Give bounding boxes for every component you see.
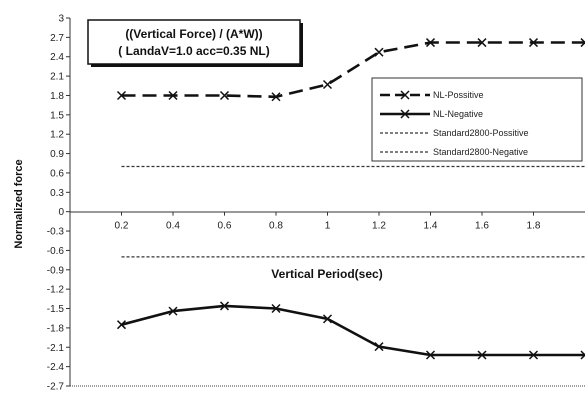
- data-point-marker: [528, 38, 539, 48]
- data-point-marker: [374, 342, 384, 352]
- y-tick-label: 0.3: [50, 188, 64, 199]
- x-ticks: 0.2 0.4 0.6 0.8 1 1.2 1.4 1.6 1.8: [115, 211, 541, 232]
- y-ticks: 3 2.7 2.4 2.1 1.8 1.5 1.2 0.9 0.6 0.3 0 -0.3 -0.6 -0.…: [47, 14, 70, 393]
- legend-label: NL-Possitive: [433, 90, 484, 100]
- data-point-marker: [168, 306, 178, 316]
- y-tick-label: 0.9: [50, 149, 64, 160]
- data-point-marker: [271, 92, 281, 102]
- data-point-marker: [116, 90, 127, 101]
- x-tick-label: 1.6: [475, 221, 489, 232]
- data-point-marker: [477, 38, 487, 48]
- legend-label: Standard2800-Possitive: [433, 128, 529, 138]
- y-tick-label: -0.3: [47, 227, 65, 238]
- y-tick-label: -1.8: [47, 323, 65, 334]
- x-tick-label: 0.8: [269, 221, 283, 232]
- y-tick-label: 2.7: [50, 33, 64, 44]
- y-tick-label: -0.6: [47, 246, 65, 257]
- x-tick-label: 1: [325, 221, 331, 232]
- series-nl-negative: [116, 301, 585, 360]
- series-line: [121, 41, 585, 99]
- data-point-marker: [219, 301, 230, 311]
- y-tick-label: -0.9: [47, 265, 65, 276]
- legend-frame: [371, 77, 583, 162]
- data-point-marker: [425, 38, 436, 48]
- legend-item: Standard2800-Negative: [380, 147, 528, 157]
- data-point-marker: [528, 350, 539, 360]
- y-tick-label: 1.8: [50, 91, 64, 102]
- data-point-marker: [168, 90, 178, 101]
- legend: NL-Possitive NL-Negative Standard2800-Poss…: [371, 77, 583, 162]
- data-point-marker: [400, 90, 410, 100]
- x-tick-label: 0.4: [166, 221, 180, 232]
- legend-item: NL-Possitive: [380, 90, 484, 100]
- chart-title-box: ((Vertical Force) / (A*W)) ( LandaV=1.0 …: [87, 19, 303, 67]
- title-box-frame: [87, 19, 301, 65]
- y-tick-label: -2.4: [47, 362, 65, 373]
- legend-label: NL-Negative: [433, 109, 483, 119]
- data-point-marker: [322, 314, 333, 324]
- data-point-marker: [116, 320, 127, 330]
- x-tick-label: 1.4: [424, 221, 438, 232]
- y-tick-label: 1.5: [50, 110, 64, 121]
- data-point-marker: [374, 47, 384, 57]
- x-tick-label: 1.2: [372, 221, 386, 232]
- y-tick-label: 0: [58, 207, 64, 218]
- y-tick-label: 1.2: [50, 130, 64, 141]
- legend-items: NL-Possitive NL-Negative Standard2800-Poss…: [380, 90, 529, 157]
- data-point-marker: [219, 90, 230, 101]
- series-line: [121, 304, 585, 357]
- y-tick-label: -1.5: [47, 304, 65, 315]
- data-point-marker: [580, 38, 585, 48]
- data-point-marker: [425, 350, 436, 360]
- y-tick-label: -1.2: [47, 285, 65, 296]
- legend-item: Standard2800-Possitive: [380, 128, 529, 138]
- y-tick-label: 2.1: [50, 72, 64, 83]
- data-point-marker: [477, 350, 487, 360]
- legend-label: Standard2800-Negative: [433, 147, 528, 157]
- y-tick-label: 0.6: [50, 168, 64, 179]
- y-axis-title: Normalized force: [13, 159, 25, 248]
- legend-item: NL-Negative: [380, 109, 483, 119]
- x-axis-title: Vertical Period(sec): [271, 267, 382, 281]
- y-tick-label: -2.7: [47, 382, 65, 393]
- x-tick-label: 0.6: [218, 221, 232, 232]
- series-nl-possitive: [116, 38, 585, 102]
- data-point-marker: [580, 350, 585, 360]
- chart-title-line-1: ((Vertical Force) / (A*W)): [125, 27, 262, 41]
- x-tick-label: 1.8: [527, 221, 541, 232]
- y-tick-label: 2.4: [50, 52, 64, 63]
- data-point-marker: [322, 79, 333, 90]
- data-point-marker: [400, 109, 410, 119]
- chart-title-line-2: ( LandaV=1.0 acc=0.35 NL): [118, 44, 269, 58]
- series-layer: [116, 38, 585, 360]
- data-point-marker: [271, 303, 281, 314]
- y-tick-label: -2.1: [47, 343, 65, 354]
- x-tick-label: 0.2: [115, 221, 129, 232]
- y-tick-label: 3: [58, 14, 64, 25]
